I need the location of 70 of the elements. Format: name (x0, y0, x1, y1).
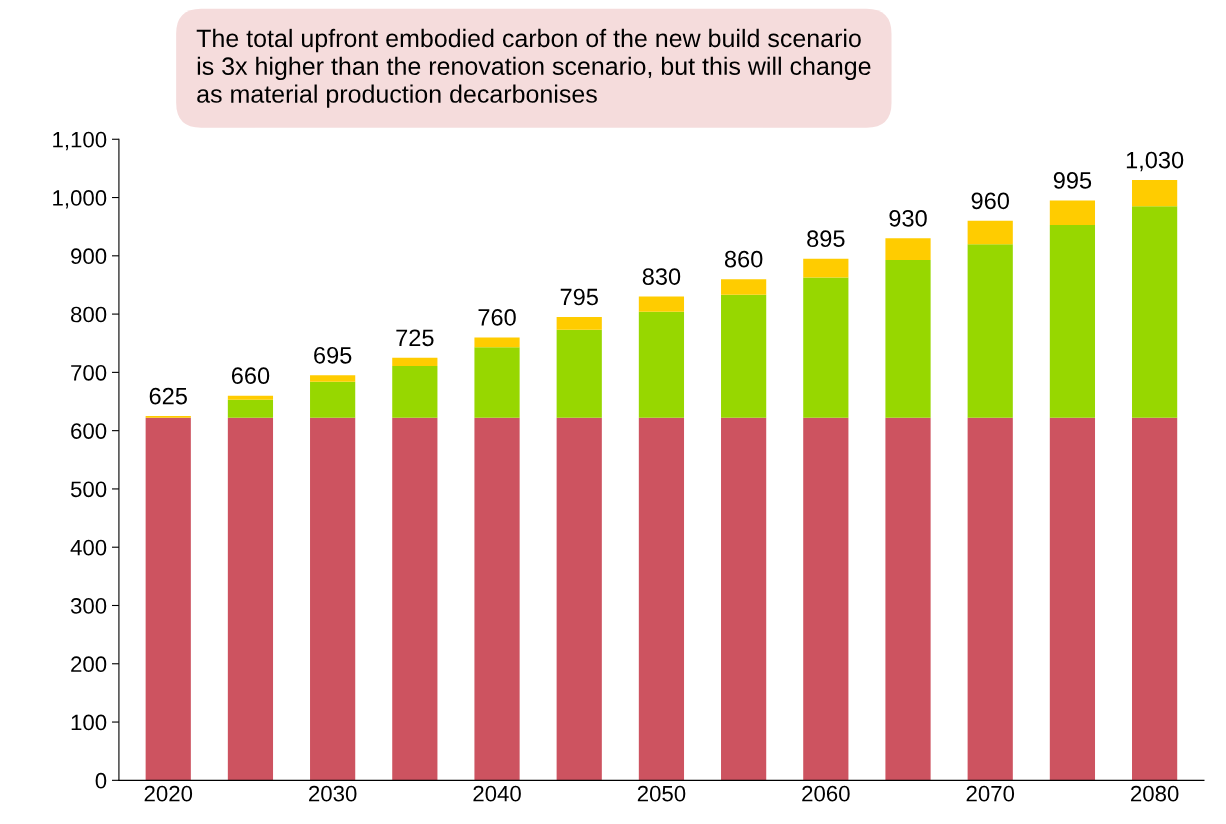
bar (556, 417, 602, 781)
bar (310, 375, 356, 382)
bar (474, 337, 520, 348)
x-tick-label: 2080 (1131, 785, 1179, 802)
total-label: 930 (889, 209, 927, 227)
total-label: 860 (724, 250, 763, 268)
total-label: 960 (971, 192, 1009, 210)
total-label: 895 (807, 230, 845, 248)
bar (721, 279, 767, 295)
bar (638, 311, 685, 418)
bar (803, 417, 849, 781)
bar (1132, 206, 1178, 418)
x-tick-label: 2030 (309, 785, 357, 802)
bar (1049, 224, 1096, 418)
total-label: 695 (314, 346, 352, 364)
bar (967, 244, 1013, 418)
y-tick-label: 300 (70, 598, 107, 614)
y-tick-label: 900 (71, 248, 107, 265)
y-tick-label: 600 (71, 423, 107, 439)
bar (310, 381, 356, 418)
total-label: 760 (478, 309, 516, 326)
bar (556, 329, 602, 418)
bar (967, 417, 1013, 781)
y-tick-label: 1,100 (53, 131, 107, 151)
x-tick-label: 2050 (637, 785, 686, 802)
bar (474, 417, 520, 781)
bar (967, 220, 1013, 245)
y-tick-label: 1,000 (53, 190, 107, 209)
bar (1132, 417, 1178, 781)
bar (392, 417, 438, 781)
bar (638, 296, 685, 312)
bar (474, 347, 520, 418)
x-tick-label: 2040 (473, 785, 521, 802)
bar (1132, 180, 1178, 207)
y-tick-label: 700 (71, 364, 107, 381)
text: The total upfront embodied carbon of the new build scenario is 3x higher than the renovation scenario, but this will change as material production decarbonises (196, 28, 871, 108)
bar (885, 417, 931, 781)
bar (1049, 200, 1096, 225)
bar (145, 417, 191, 781)
x-tick-label: 2060 (802, 785, 850, 802)
bar (556, 317, 602, 330)
bar (310, 417, 356, 781)
total-label: 995 (1053, 172, 1092, 189)
total-label: 1,030 (1126, 151, 1184, 172)
bar (392, 357, 438, 366)
y-tick-label: 800 (71, 306, 107, 323)
bar (721, 294, 767, 418)
total-label: 660 (231, 367, 270, 385)
bar (885, 238, 931, 260)
x-tick-label: 2070 (966, 785, 1015, 802)
total-label: 725 (396, 329, 434, 347)
y-tick-label: 400 (70, 539, 107, 556)
bar (227, 399, 274, 418)
bar (227, 417, 274, 781)
total-label: 830 (642, 268, 681, 285)
y-tick-label: 0 (95, 772, 107, 789)
x-tick-label: 2020 (144, 785, 193, 802)
total-label: 625 (149, 387, 187, 405)
y-tick-label: 200 (71, 656, 107, 673)
bar (392, 365, 438, 418)
y-tick-label: 100 (71, 714, 107, 731)
bar (721, 417, 767, 781)
bar (638, 417, 685, 781)
total-label: 795 (560, 288, 598, 306)
bar (227, 395, 274, 400)
bar (803, 277, 849, 418)
y-tick-label: 500 (70, 481, 107, 498)
bar (803, 258, 849, 278)
bar (885, 259, 931, 418)
bar (1049, 417, 1096, 781)
